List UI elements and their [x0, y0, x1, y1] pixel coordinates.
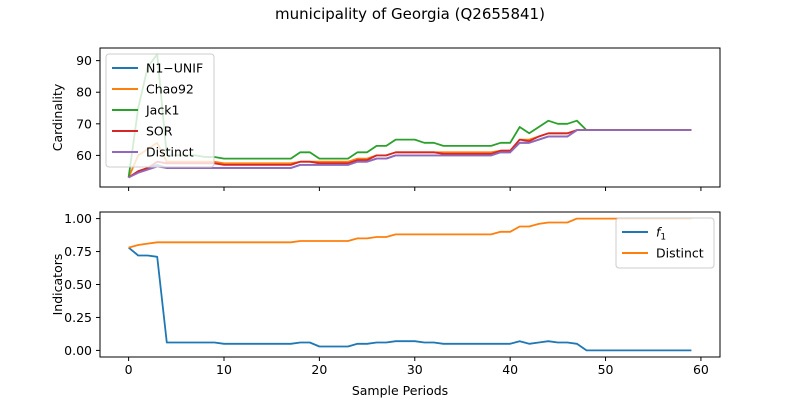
y-axis-label: Cardinality — [50, 83, 65, 151]
legend: N1−UNIF Chao92 Jack1 SOR Distinct — [105, 53, 215, 168]
y-tick-label: 70 — [76, 116, 92, 131]
x-axis-label: Sample Periods — [352, 383, 448, 398]
y-tick-label: 0.50 — [64, 277, 92, 292]
legend-label: Distinct — [656, 246, 704, 261]
y-tick-label: 0.25 — [64, 310, 92, 325]
legend-label: Distinct — [146, 145, 194, 160]
y-tick-label: 0.75 — [64, 244, 92, 259]
legend-label: f1 — [656, 225, 666, 243]
x-tick-label: 40 — [502, 362, 518, 377]
y-axis-label: Indicators — [50, 254, 65, 316]
x-tick-label: 0 — [125, 362, 133, 377]
legend-box — [615, 217, 715, 269]
series-line-distinct — [128, 217, 692, 249]
y-tick-label: 0.00 — [64, 343, 92, 358]
subplot-2: 0 10 20 30 40 50 60 0.00 0.25 0.50 0.75 1.00 Indicat… — [50, 211, 721, 398]
series-line-distinct — [128, 129, 692, 179]
y-tick-label: 80 — [76, 85, 92, 100]
legend: f1 Distinct — [615, 217, 715, 269]
legend-label: Jack1 — [145, 103, 179, 118]
legend-label: N1−UNIF — [146, 61, 203, 76]
x-tick-label: 50 — [598, 362, 614, 377]
subplot-1: 60 70 80 90 Cardinality N1−UNIF Chao92 Jack1 SOR… — [50, 47, 721, 191]
legend-label: Chao92 — [146, 82, 194, 97]
x-tick-label: 10 — [216, 362, 232, 377]
axes-frame — [99, 47, 721, 188]
y-tick-label: 90 — [76, 53, 92, 68]
series-line-f1 — [128, 246, 692, 352]
legend-label: SOR — [146, 124, 173, 139]
figure-title: municipality of Georgia (Q2655841) — [275, 5, 545, 23]
x-tick-label: 60 — [693, 362, 709, 377]
legend-box — [105, 53, 215, 168]
x-tick-label: 20 — [311, 362, 327, 377]
x-tick-label: 30 — [407, 362, 423, 377]
y-tick-label: 60 — [76, 148, 92, 163]
y-tick-label: 1.00 — [64, 211, 92, 226]
